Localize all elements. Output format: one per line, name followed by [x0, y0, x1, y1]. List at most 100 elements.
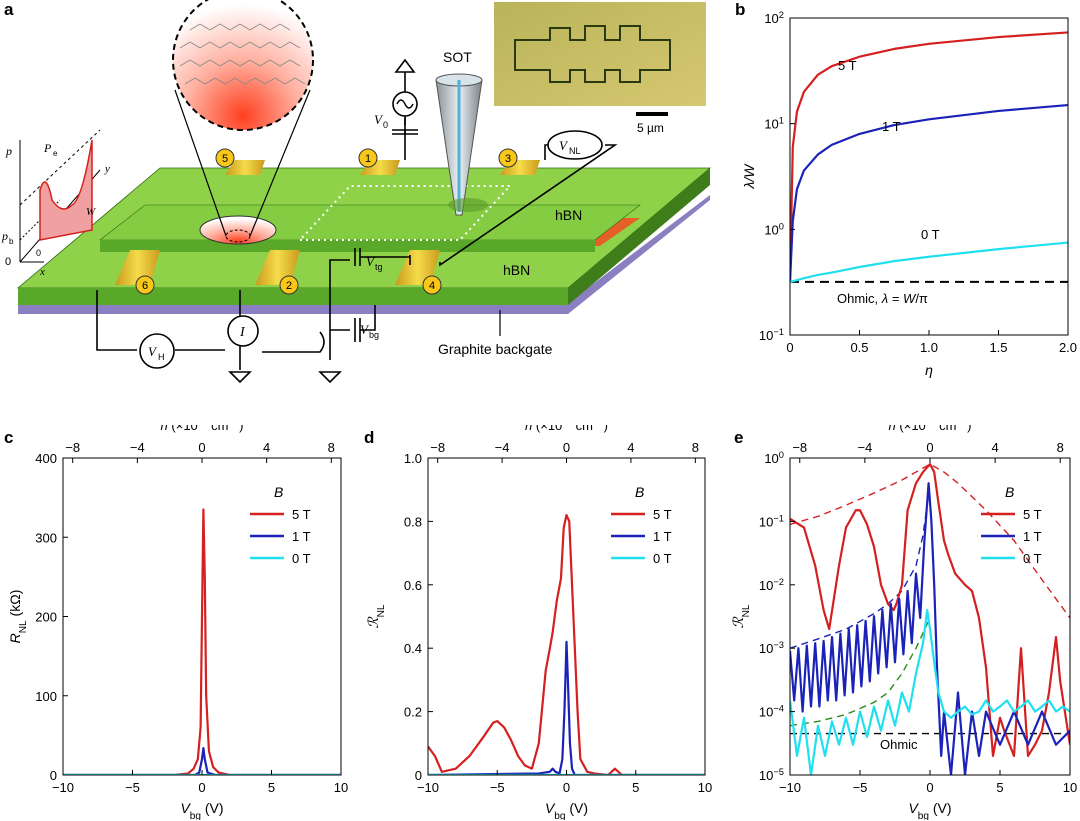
chart-b-xlabel: η [925, 362, 933, 378]
inset-p: p [5, 144, 12, 158]
chart-e-ytick-label: 10−2 [759, 577, 784, 593]
contact-4: 4 [429, 280, 435, 292]
panel-letter-a: a [4, 0, 14, 19]
current-label: I [239, 325, 246, 340]
chart-b-ytick-label: 10−1 [759, 327, 784, 343]
chart-b-xtick-label: 0 [786, 340, 793, 355]
chart-d-xtick-label: 5 [632, 780, 639, 795]
vbg-sub: bg [369, 330, 379, 340]
chart-b-ytick-label: 101 [764, 116, 784, 132]
chart-e-ytick-label: 10−4 [759, 704, 784, 720]
chart-e-xtick-label: −10 [779, 780, 801, 795]
sot-label: SOT [443, 49, 472, 65]
chart-b-plot-area [790, 31, 1068, 283]
chart-c-ylabel: RNL (kΩ) [7, 590, 29, 644]
chart-e-top-tick-label: 8 [1057, 440, 1064, 455]
panel-letter-d: d [364, 428, 375, 447]
chart-c-top-tick-label: 4 [263, 440, 270, 455]
chart-d-ytick-label: 0.4 [404, 641, 422, 656]
chart-b-ytick-label: 102 [764, 10, 784, 26]
vtg-sub: tg [375, 262, 383, 272]
chart-e-xtick-label: 10 [1063, 780, 1077, 795]
chart-c-top-tick-label: −8 [65, 440, 80, 455]
chart-c-ytick-label: 300 [35, 530, 57, 545]
chart-e-top-tick-label: 0 [926, 440, 933, 455]
chart-c-legend-label: 5 T [292, 507, 311, 522]
chart-c-top-tick-label: 0 [198, 440, 205, 455]
chart-c-series-5t [63, 508, 341, 775]
vh-sub: H [158, 352, 165, 362]
vnl-label: V [559, 138, 569, 153]
chart-b-ohmic-label: Ohmic, λ = W/π [837, 291, 928, 306]
chart-c-legend-label: 0 T [292, 551, 311, 566]
panel-letter-c: c [4, 428, 14, 447]
chart-b-series-1t [790, 103, 1068, 282]
contact-labels: 5 1 3 6 2 4 [135, 148, 518, 295]
chart-d-ytick-label: 1.0 [404, 451, 422, 466]
chart-c-top-tick-label: −4 [130, 440, 145, 455]
chart-d-legend-title: B [635, 484, 644, 500]
device-micrograph [494, 2, 706, 106]
chart-e-ytick-label: 10−1 [759, 513, 784, 529]
contacts [115, 160, 540, 285]
vnl-sub: NL [569, 146, 581, 156]
chart-b: 0 0.5 1.0 1.5 2.0 10−1 100 101 102 η λ/W 5 T 1 T 0 T O… [741, 10, 1077, 378]
v0-sub: 0 [383, 120, 388, 130]
device-schematic: 5 1 3 6 2 4 hBN hBN SOT 5 µm [1, 0, 712, 384]
chart-d-xtick-label: 0 [563, 780, 570, 795]
chart-e-legend-label: 1 T [1023, 529, 1042, 544]
lattice-zoom [172, 0, 314, 131]
chart-b-legend-1t: 1 T [882, 119, 901, 134]
momentum-profile [39, 139, 93, 241]
chart-e-top-tick-label: 4 [991, 440, 998, 455]
chart-c-plot-area [63, 508, 341, 775]
contact-3: 3 [505, 153, 511, 165]
chart-b-legend-5t: 5 T [838, 58, 857, 73]
inset-pb: p [1, 229, 8, 243]
inset-W: W [86, 206, 96, 218]
inset-pe-sub: e [53, 149, 58, 158]
chart-b-series-5t [790, 31, 1068, 282]
hbn-top-label: hBN [555, 207, 582, 223]
contact-1: 1 [365, 153, 371, 165]
vtg-label: V [366, 254, 376, 269]
chart-d-xtick-label: −10 [417, 780, 439, 795]
chart-b-legend-0t: 0 T [921, 227, 940, 242]
chart-e-ytick-label: 10−5 [759, 767, 784, 783]
chart-e-ohmic-label: Ohmic [880, 737, 918, 752]
chart-b-xtick-label: 1.5 [989, 340, 1007, 355]
chart-b-xtick-label: 2.0 [1059, 340, 1077, 355]
chart-d-top-tick-label: 4 [627, 440, 634, 455]
contact-6: 6 [142, 280, 148, 292]
contact-5: 5 [222, 153, 228, 165]
chart-e-legend-label: 5 T [1023, 507, 1042, 522]
chart-d-xtick-label: 10 [698, 780, 712, 795]
chart-c-ytick-label: 400 [35, 451, 57, 466]
chart-b-ytick-label: 100 [764, 221, 784, 237]
chart-e-ylabel: ℛNL [730, 604, 752, 628]
chart-c-xtick-label: 10 [334, 780, 348, 795]
circuit-wires [96, 58, 618, 384]
chart-c-xtick-label: 5 [268, 780, 275, 795]
chart-d-ylabel: ℛNL [365, 604, 387, 628]
chart-b-xtick-label: 1.0 [920, 340, 938, 355]
v0-label: V [374, 112, 384, 127]
chart-d-legend-label: 1 T [653, 529, 672, 544]
chart-d-top-tick-label: 8 [692, 440, 699, 455]
inset-pe: P [43, 141, 52, 155]
inset-zero2: 0 [36, 248, 41, 258]
chart-d-xtick-label: −5 [490, 780, 505, 795]
contact-2: 2 [286, 280, 292, 292]
chart-c-xtick-label: −10 [52, 780, 74, 795]
chart-d-frame [427, 457, 706, 776]
panel-letter-b: b [735, 0, 746, 19]
chart-d-ytick-label: 0.8 [404, 514, 422, 529]
chart-e-xlabel: Vbg (V) [908, 800, 951, 820]
chart-e-ytick-label: 100 [764, 450, 784, 466]
micrograph-pattern [514, 25, 671, 83]
chart-d-top-tick-label: −8 [430, 440, 445, 455]
chart-c-top-tick-label: 8 [328, 440, 335, 455]
chart-e-legend-label: 0 T [1023, 551, 1042, 566]
